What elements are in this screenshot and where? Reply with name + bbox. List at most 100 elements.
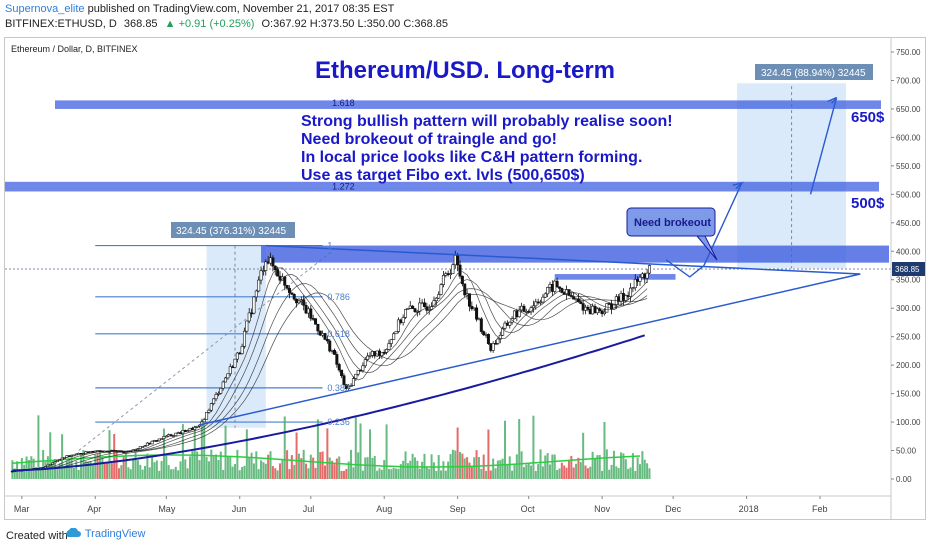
- candle-body: [276, 269, 280, 277]
- candle-body: [283, 276, 287, 286]
- candle-body: [252, 296, 256, 314]
- tradingview-logo[interactable]: TradingView: [64, 527, 145, 540]
- target-band-650: [55, 100, 881, 109]
- candle-body: [247, 312, 251, 322]
- candle-body: [605, 303, 609, 313]
- price-chart[interactable]: 750.00 700.00 650.00 600.00 550.00 500.00 450.…: [5, 38, 925, 519]
- candle-body: [557, 286, 561, 289]
- volume-bar: [297, 453, 300, 479]
- candle-body: [629, 287, 633, 297]
- ma-200-line: [12, 334, 646, 472]
- fib-label-0.618: 0.618: [327, 329, 350, 339]
- volume-bar: [23, 464, 26, 479]
- candle-body: [489, 343, 493, 351]
- volume-bar: [589, 466, 592, 479]
- candle-body: [84, 451, 88, 454]
- x-tick-label: 2018: [739, 504, 759, 514]
- x-tick-label: Apr: [87, 504, 101, 514]
- candle-body: [65, 455, 69, 458]
- projection-path-2: [809, 97, 838, 195]
- volume-bar: [215, 454, 218, 479]
- volume-bar: [262, 462, 265, 479]
- candle-body: [536, 301, 540, 304]
- volume-bar: [252, 463, 255, 479]
- candle-body: [347, 385, 351, 390]
- volume-bar: [229, 456, 232, 479]
- volume-bar: [371, 457, 374, 479]
- candle-body: [238, 352, 242, 355]
- volume-bar: [387, 469, 390, 479]
- candle-body: [356, 369, 360, 375]
- candle-body: [472, 307, 476, 310]
- candle-body: [257, 279, 261, 292]
- volume-bar: [459, 451, 461, 479]
- volume-bar: [37, 415, 40, 479]
- x-tick-label: Sep: [450, 504, 466, 514]
- x-tick-label: May: [158, 504, 176, 514]
- volume-bar: [35, 467, 38, 479]
- upper-trendline: [265, 244, 861, 275]
- candle-body: [93, 450, 97, 453]
- volume-bar: [530, 465, 533, 479]
- volume-bar: [539, 449, 542, 479]
- candle-body: [290, 292, 294, 295]
- volume-bar: [44, 461, 47, 479]
- volume-bar: [518, 419, 521, 479]
- volume-bar: [84, 461, 87, 479]
- volume-bar: [369, 429, 371, 479]
- volume-bar: [511, 470, 514, 479]
- candle-body: [456, 255, 460, 266]
- volume-bar: [527, 463, 530, 479]
- volume-bar: [347, 461, 350, 479]
- candle-body: [631, 287, 635, 290]
- candle-body: [460, 275, 464, 285]
- volume-bar: [463, 458, 466, 479]
- volume-bar: [489, 470, 492, 479]
- volume-bar: [546, 453, 549, 479]
- candle-body: [160, 438, 164, 440]
- x-tick-label: Dec: [665, 504, 682, 514]
- volume-bar: [65, 460, 68, 479]
- volume-bar: [357, 452, 360, 479]
- volume-bar: [333, 464, 336, 479]
- target-band-500: [5, 181, 879, 192]
- volume-bar: [440, 470, 443, 479]
- lower-trendline: [199, 273, 861, 426]
- candle-body: [44, 466, 48, 469]
- volume-bar: [485, 470, 488, 479]
- volume-bar: [636, 457, 639, 479]
- candle-body: [550, 284, 554, 292]
- candle-body: [501, 327, 505, 336]
- candle-body: [446, 273, 450, 276]
- candle-body: [155, 440, 159, 442]
- volume-bar: [622, 453, 625, 479]
- fib-label-0.236: 0.236: [327, 417, 350, 427]
- candle-body: [574, 298, 578, 301]
- x-tick-label: Nov: [594, 504, 611, 514]
- volume-bar: [456, 427, 459, 479]
- candle-body: [266, 261, 270, 264]
- volume-bar: [586, 468, 589, 479]
- candle-body: [91, 451, 95, 453]
- publisher-link[interactable]: Supernova_elite: [5, 3, 85, 15]
- candle-body: [328, 340, 332, 352]
- last-price: 368.85: [123, 18, 158, 30]
- candle-body: [242, 330, 246, 347]
- candle-body: [553, 280, 557, 292]
- volume-bar: [174, 466, 177, 479]
- y-tick-label: 400.00: [896, 247, 921, 256]
- candle-body: [224, 377, 228, 383]
- price-axis: [891, 38, 925, 519]
- candle-body: [394, 331, 398, 335]
- volume-bar: [191, 451, 194, 479]
- volume-bar: [136, 460, 139, 479]
- y-tick-label: 750.00: [896, 48, 921, 57]
- volume-ma-line: [12, 454, 641, 468]
- volume-bar: [451, 449, 454, 479]
- volume-bar: [584, 465, 587, 479]
- x-tick-label: Feb: [812, 504, 828, 514]
- volume-bar: [447, 461, 450, 479]
- volume-bar: [151, 457, 154, 479]
- volume-bar: [397, 468, 400, 479]
- volume-bar: [179, 461, 182, 479]
